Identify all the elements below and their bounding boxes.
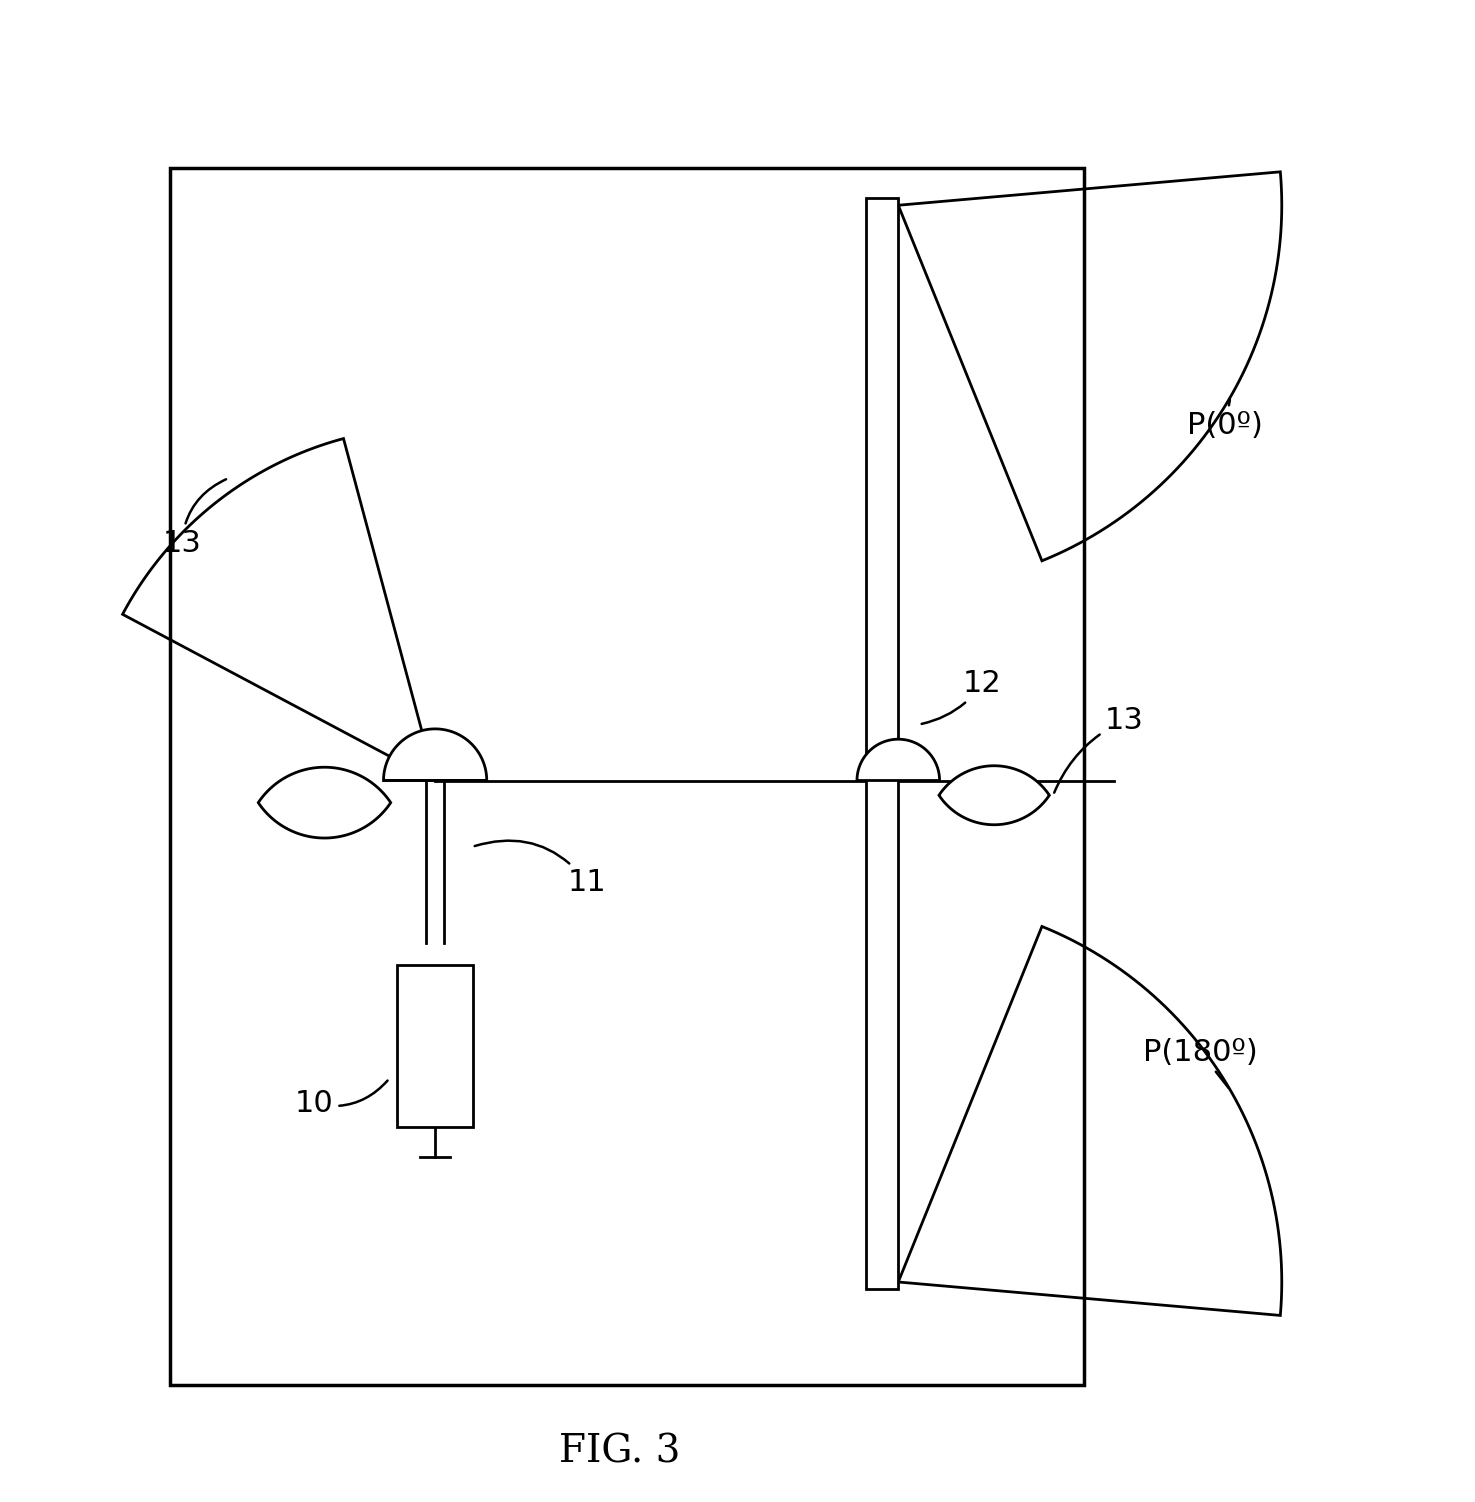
Polygon shape [857,739,940,781]
Bar [170,168,1084,1385]
Polygon shape [258,768,391,838]
Text: 13: 13 [1055,706,1143,793]
Polygon shape [898,171,1282,560]
Text: FIG. 3: FIG. 3 [559,1433,680,1470]
Polygon shape [122,439,435,781]
Polygon shape [384,728,487,781]
Text: 10: 10 [295,1080,388,1119]
Bar [397,964,473,1126]
Text: 12: 12 [922,668,1002,724]
Text: P(180º): P(180º) [1143,1038,1258,1087]
Text: 13: 13 [162,479,226,557]
Text: P(0º): P(0º) [1187,400,1263,440]
Text: 11: 11 [475,841,606,897]
Bar [866,198,898,1289]
Polygon shape [940,766,1049,825]
Polygon shape [898,927,1282,1316]
